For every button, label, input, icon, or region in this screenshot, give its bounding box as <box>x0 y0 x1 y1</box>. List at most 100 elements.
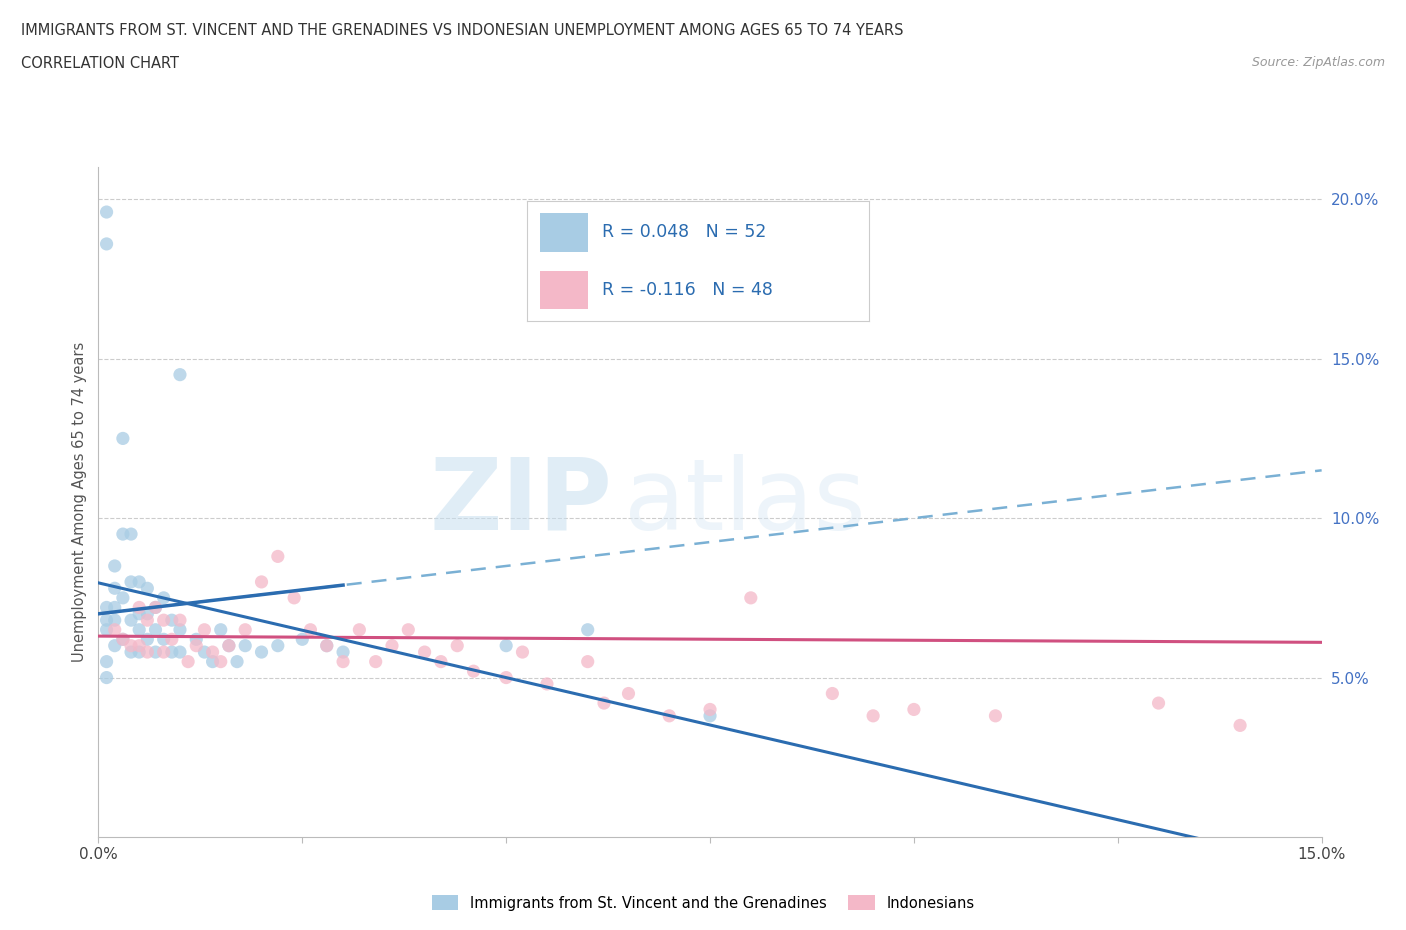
Point <box>96 671 118 685</box>
Point <box>463 664 485 679</box>
Point <box>226 654 249 669</box>
Point <box>381 638 404 653</box>
Point <box>332 654 354 669</box>
Point <box>396 622 419 637</box>
Point <box>160 613 183 628</box>
Point <box>120 644 142 659</box>
Text: atlas: atlas <box>624 454 866 551</box>
Point <box>96 613 118 628</box>
Point <box>128 638 150 653</box>
Point <box>177 654 200 669</box>
Point <box>169 644 191 659</box>
Point <box>218 638 240 653</box>
Point <box>104 622 127 637</box>
Point <box>740 591 762 605</box>
Point <box>104 638 127 653</box>
Point <box>201 654 224 669</box>
Point <box>111 591 134 605</box>
Point <box>120 638 142 653</box>
Point <box>299 622 322 637</box>
Text: Source: ZipAtlas.com: Source: ZipAtlas.com <box>1251 56 1385 69</box>
Point <box>104 600 127 615</box>
Point <box>536 676 558 691</box>
Point <box>111 431 134 445</box>
Point <box>104 613 127 628</box>
Point <box>430 654 453 669</box>
Text: CORRELATION CHART: CORRELATION CHART <box>21 56 179 71</box>
Point <box>145 600 167 615</box>
Point <box>209 622 232 637</box>
Point <box>96 236 118 251</box>
Point <box>250 644 273 659</box>
Point <box>145 644 167 659</box>
Point <box>145 600 167 615</box>
Point <box>699 709 721 724</box>
Point <box>495 671 517 685</box>
Point <box>364 654 387 669</box>
Point <box>169 367 191 382</box>
Point <box>128 575 150 590</box>
Point <box>186 638 208 653</box>
Point <box>903 702 925 717</box>
Point <box>617 686 640 701</box>
Point <box>120 613 142 628</box>
Point <box>111 631 134 646</box>
Point <box>152 631 174 646</box>
Point <box>576 622 599 637</box>
Point <box>1229 718 1251 733</box>
Point <box>315 638 337 653</box>
Point <box>152 591 174 605</box>
Point <box>136 613 159 628</box>
Point <box>169 613 191 628</box>
Legend: Immigrants from St. Vincent and the Grenadines, Indonesians: Immigrants from St. Vincent and the Gren… <box>425 888 981 918</box>
Point <box>152 613 174 628</box>
Point <box>104 581 127 596</box>
Point <box>193 622 215 637</box>
Point <box>267 549 290 564</box>
Point <box>136 581 159 596</box>
Point <box>128 600 150 615</box>
Point <box>250 575 273 590</box>
Point <box>136 631 159 646</box>
Point <box>1147 696 1170 711</box>
Point <box>576 654 599 669</box>
Point <box>96 600 118 615</box>
Point <box>169 622 191 637</box>
Point <box>111 631 134 646</box>
Point <box>283 591 305 605</box>
Point <box>96 654 118 669</box>
Point <box>128 606 150 621</box>
Point <box>145 622 167 637</box>
Point <box>984 709 1007 724</box>
Y-axis label: Unemployment Among Ages 65 to 74 years: Unemployment Among Ages 65 to 74 years <box>72 342 87 662</box>
Point <box>658 709 681 724</box>
Point <box>136 644 159 659</box>
Point <box>120 526 142 541</box>
Point <box>186 631 208 646</box>
Point <box>332 644 354 659</box>
Point <box>96 622 118 637</box>
Point <box>821 686 844 701</box>
Point <box>128 644 150 659</box>
Point <box>209 654 232 669</box>
Point <box>699 702 721 717</box>
Point <box>218 638 240 653</box>
Point <box>413 644 436 659</box>
Point <box>96 205 118 219</box>
Point <box>233 622 256 637</box>
Point <box>120 575 142 590</box>
Text: ZIP: ZIP <box>429 454 612 551</box>
Point <box>267 638 290 653</box>
Point <box>315 638 337 653</box>
Point <box>233 638 256 653</box>
Point <box>495 638 517 653</box>
Point <box>512 644 534 659</box>
Point <box>446 638 468 653</box>
Point <box>104 559 127 574</box>
Point <box>349 622 371 637</box>
Point <box>291 631 314 646</box>
Point <box>593 696 616 711</box>
Point <box>160 644 183 659</box>
Point <box>201 644 224 659</box>
Text: IMMIGRANTS FROM ST. VINCENT AND THE GRENADINES VS INDONESIAN UNEMPLOYMENT AMONG : IMMIGRANTS FROM ST. VINCENT AND THE GREN… <box>21 23 904 38</box>
